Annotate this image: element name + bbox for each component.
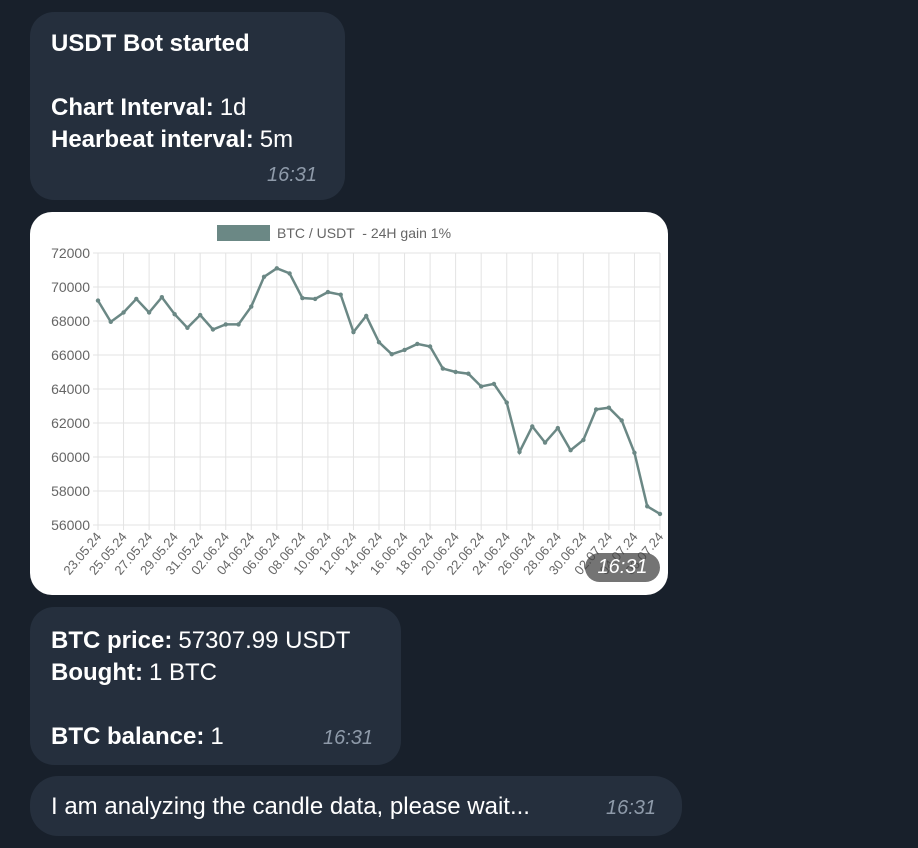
y-tick-label: 70000	[51, 279, 90, 295]
line-value: 1d	[219, 94, 247, 121]
line-label: BTC price:	[51, 627, 173, 654]
data-point	[312, 296, 318, 302]
y-tick-label: 60000	[51, 449, 90, 465]
data-point	[210, 327, 216, 332]
data-point	[389, 351, 394, 357]
data-point	[185, 325, 190, 330]
data-point	[517, 449, 522, 455]
data-point	[440, 366, 446, 371]
data-point	[504, 400, 509, 405]
line-value: 1 BTC	[148, 659, 217, 686]
data-point	[632, 450, 637, 455]
message-bubble: USDT Bot started Chart Interval: 1d Hearb…	[30, 12, 345, 200]
data-point	[478, 384, 484, 389]
data-point	[95, 298, 101, 303]
message-time: 16:31	[323, 727, 374, 749]
data-point	[300, 295, 305, 301]
y-tick-label: 64000	[51, 381, 90, 397]
data-point	[542, 440, 548, 445]
data-point	[172, 312, 177, 317]
message-line: Chart Interval: 1d	[51, 94, 246, 122]
line-value: 57307.99 USDT	[178, 627, 351, 654]
message-line: BTC price: 57307.99 USDT	[51, 627, 350, 655]
message-line: BTC balance: 1	[51, 723, 224, 751]
y-tick-label: 56000	[51, 517, 90, 533]
data-point	[581, 437, 586, 443]
line-value: 1	[210, 723, 224, 750]
message-time: 16:31	[585, 553, 660, 582]
data-point	[197, 312, 203, 318]
line-label: Hearbeat interval:	[51, 126, 254, 153]
message-text: I am analyzing the candle data, please w…	[51, 793, 530, 820]
data-point	[159, 295, 165, 300]
message-line: Bought: 1 BTC	[51, 659, 217, 687]
line-label: BTC balance:	[51, 723, 205, 750]
message-bubble: BTC price: 57307.99 USDT Bought: 1 BTC BTC…	[30, 607, 401, 765]
data-point	[351, 329, 356, 335]
data-point	[223, 322, 228, 327]
data-point	[645, 504, 650, 509]
line-label: Chart Interval:	[51, 94, 214, 121]
legend-label: BTC / USDT - 24H gain 1%	[277, 225, 451, 241]
data-point	[453, 369, 458, 375]
y-tick-label: 58000	[51, 483, 90, 499]
data-point	[338, 292, 343, 297]
y-tick-label: 68000	[51, 313, 90, 329]
data-point	[364, 313, 369, 319]
data-point	[593, 407, 599, 412]
data-point	[325, 289, 331, 295]
data-point	[530, 424, 535, 429]
chart: 56000 58000 60000 62000 64000 66000 68000 70000…	[51, 225, 666, 578]
message-time: 16:31	[606, 797, 657, 819]
data-point	[555, 425, 561, 431]
message-line: Hearbeat interval: 5m	[51, 126, 293, 154]
message-title: USDT Bot started	[51, 30, 250, 57]
data-point	[261, 274, 267, 279]
y-tick-label: 72000	[51, 245, 90, 261]
line-label: Bought:	[51, 659, 143, 686]
message-bubble: I am analyzing the candle data, please w…	[30, 776, 682, 836]
y-tick-label: 66000	[51, 347, 90, 363]
data-point	[236, 322, 241, 327]
data-point	[606, 405, 612, 410]
data-point	[376, 340, 382, 345]
data-point	[287, 271, 292, 276]
data-point	[134, 296, 139, 302]
data-point	[466, 371, 471, 376]
data-point	[427, 344, 433, 349]
data-point	[146, 310, 152, 315]
data-point	[274, 266, 280, 271]
line-value: 5m	[259, 126, 294, 153]
chart-image: 56000 58000 60000 62000 64000 66000 68000 70000…	[30, 212, 668, 595]
y-tick-label: 62000	[51, 415, 90, 431]
data-point	[568, 448, 573, 453]
legend-swatch	[217, 225, 270, 241]
data-point	[619, 418, 624, 423]
data-point	[121, 310, 126, 315]
data-point	[402, 347, 407, 353]
data-point	[657, 511, 663, 517]
data-point	[491, 381, 497, 387]
message-time: 16:31	[267, 164, 318, 186]
data-point	[415, 341, 420, 347]
data-point	[108, 319, 113, 325]
data-point	[249, 304, 254, 309]
